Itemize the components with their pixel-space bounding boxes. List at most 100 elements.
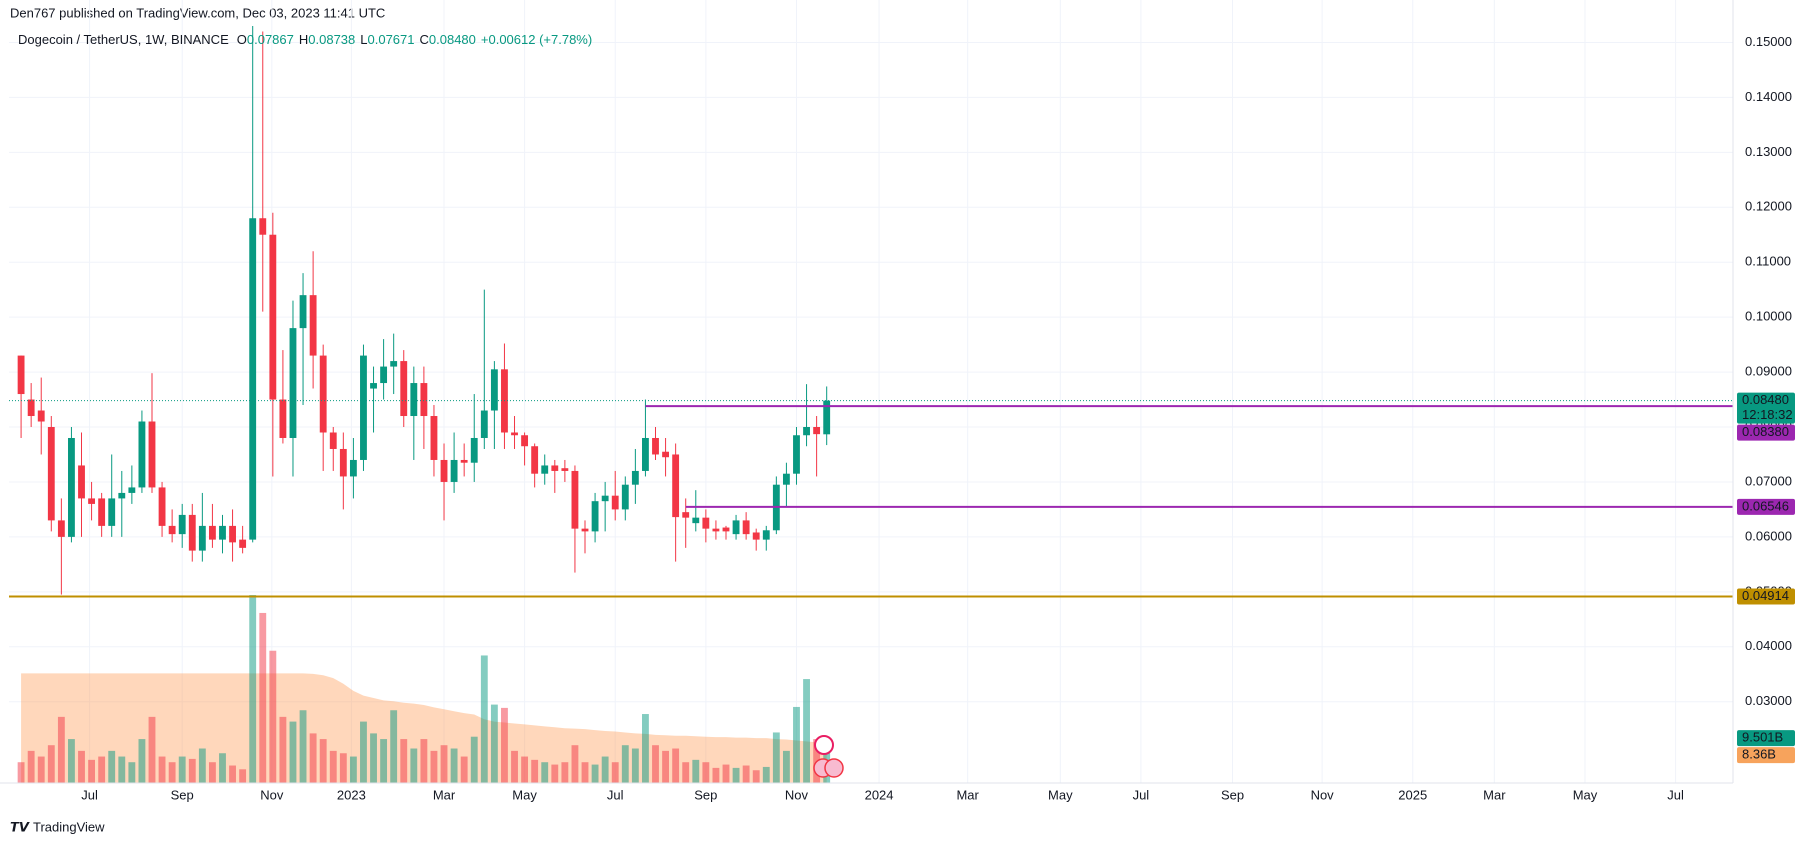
volume-bar — [642, 714, 649, 783]
volume-bar — [772, 732, 780, 783]
candle-body — [118, 492, 126, 499]
candle-body — [88, 498, 95, 504]
volume-bar — [551, 764, 559, 783]
x-tick-label: Nov — [1311, 787, 1335, 802]
volume-bar — [239, 769, 247, 783]
candle-body — [410, 383, 418, 417]
volume-ma-badge — [1737, 747, 1795, 764]
volume-bar — [118, 756, 126, 783]
candle-body — [450, 459, 458, 482]
volume-bar — [420, 739, 428, 783]
y-tick-label: 0.03000 — [1745, 693, 1792, 708]
volume-bar — [47, 745, 55, 783]
candle-body — [511, 432, 518, 436]
candle-body — [460, 459, 468, 463]
candle-body — [229, 525, 236, 543]
candle-body — [380, 366, 388, 384]
volume-bar — [762, 766, 770, 783]
candle-body — [823, 400, 831, 435]
last-price-badge-label: 12:18:32 — [1742, 407, 1793, 422]
x-tick-label: Sep — [1221, 787, 1244, 802]
x-tick-label: 2023 — [337, 787, 366, 802]
volume-bar — [601, 756, 609, 783]
y-tick-label: 0.10000 — [1745, 309, 1792, 324]
candle-body — [219, 525, 226, 540]
x-tick-label: Mar — [956, 787, 979, 802]
x-tick-label: Nov — [785, 787, 809, 802]
volume-bar — [390, 710, 398, 783]
volume-bar — [732, 767, 740, 783]
volume-bar — [259, 612, 267, 783]
volume-bar — [17, 762, 25, 783]
volume-badge — [1737, 730, 1795, 747]
logo-mark: 𝙏𝙑 — [10, 819, 30, 834]
last-price-badge-label: 0.08480 — [1742, 392, 1789, 407]
volume-bar — [591, 764, 599, 783]
y-tick-label: 0.11000 — [1745, 254, 1791, 269]
logo: 𝙏𝙑 TradingView — [10, 819, 105, 834]
x-tick-label: Sep — [171, 787, 194, 802]
volume-bar — [742, 765, 750, 783]
volume-bar — [672, 748, 680, 783]
volume-bar — [722, 764, 730, 783]
candle-body — [198, 525, 206, 551]
volume-bar — [229, 765, 236, 783]
volume-badge-label: 9.501B — [1742, 730, 1783, 745]
volume-bar — [148, 716, 156, 783]
x-tick-label: Jul — [1133, 787, 1150, 802]
volume-bar — [752, 770, 760, 783]
level-badge-label: 0.06546 — [1742, 498, 1789, 513]
candle-body — [531, 446, 539, 474]
candle-body — [652, 437, 659, 455]
volume-bar — [581, 762, 589, 783]
x-tick-label: Jul — [81, 787, 98, 802]
x-tick-label: May — [1048, 787, 1073, 802]
candle-body — [631, 470, 639, 485]
legend-value: 0.08480 — [429, 32, 476, 47]
volume-bar — [561, 762, 569, 783]
candle-body — [782, 473, 790, 485]
x-tick-label: Jul — [607, 787, 624, 802]
legend-value: 0.08738 — [308, 32, 355, 47]
legend-value: 0.07867 — [247, 32, 294, 47]
candle-body — [349, 459, 357, 477]
volume-bar — [208, 762, 216, 783]
candle-body — [621, 484, 629, 510]
candle-body — [17, 355, 25, 395]
volume-bar — [57, 716, 65, 783]
candle-body — [108, 498, 116, 526]
legend-symbol: Dogecoin / TetherUS, 1W, BINANCE — [18, 32, 229, 47]
x-tick-label: Mar — [433, 787, 456, 802]
candle-body — [490, 369, 498, 411]
legend-key: L — [360, 32, 367, 47]
candle-body — [591, 501, 599, 532]
candle-body — [269, 234, 277, 400]
candle-body — [521, 435, 529, 447]
event-icon — [814, 735, 834, 755]
brand: TradingView — [33, 819, 105, 834]
volume-ma-badge-label: 8.36B — [1742, 747, 1776, 762]
candle-body — [188, 514, 196, 551]
volume-bar — [27, 750, 35, 783]
volume-bar — [279, 716, 287, 783]
y-tick-label: 0.06000 — [1745, 528, 1792, 543]
volume-bar — [299, 710, 307, 783]
candle-body — [57, 520, 65, 537]
volume-bar — [662, 750, 669, 783]
volume-bar — [782, 750, 790, 783]
candle-body — [581, 528, 589, 532]
volume-bar — [621, 745, 629, 783]
volume-bar — [78, 750, 85, 783]
plot-area — [9, 0, 1733, 783]
legend-key: O — [237, 32, 247, 47]
volume-bar — [68, 739, 75, 783]
volume-bar — [158, 756, 166, 783]
candle-body — [279, 399, 287, 438]
volume-bar — [531, 759, 539, 783]
candle-body — [722, 527, 730, 532]
x-tick-label: Sep — [694, 787, 717, 802]
publisher: Den767 published on TradingView.com, Dec… — [10, 5, 385, 20]
